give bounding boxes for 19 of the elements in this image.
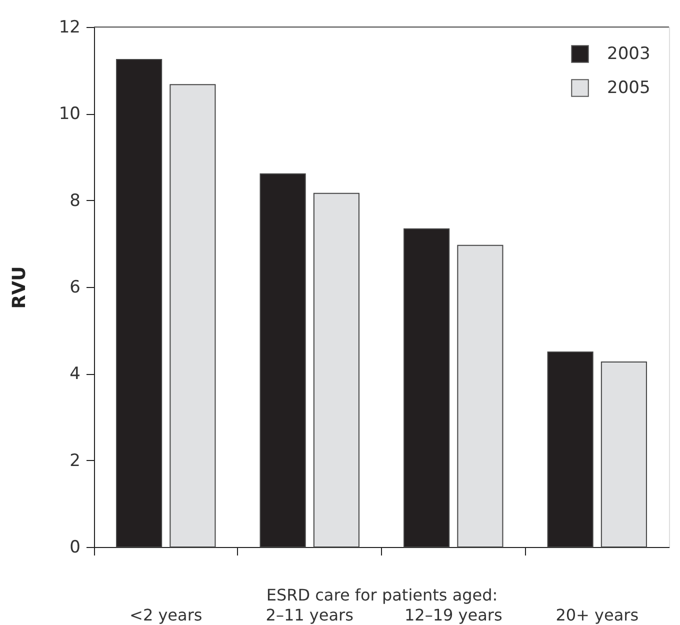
x-tick-label: 12–19 years — [404, 606, 502, 624]
x-tick-label: 2–11 years — [266, 606, 354, 624]
bar — [170, 84, 216, 548]
x-tick-label: 20+ years — [556, 606, 639, 624]
y-axis-title: RVU — [8, 266, 30, 309]
y-tick-label: 12 — [58, 18, 80, 38]
y-tick-label: 2 — [70, 450, 80, 471]
legend-label: 2005 — [607, 78, 650, 98]
x-axis-title: ESRD care for patients aged: — [266, 586, 498, 604]
bar — [457, 244, 504, 548]
x-tick-label: <2 years — [130, 606, 202, 624]
y-tick-label: 8 — [70, 190, 80, 211]
bar — [600, 361, 647, 548]
bar — [313, 192, 360, 548]
legend-label: 2003 — [607, 44, 650, 64]
y-tick-label: 4 — [70, 364, 80, 384]
y-tick-label: 10 — [58, 104, 80, 124]
y-tick-label: 6 — [70, 278, 80, 298]
y-tick-label: 0 — [70, 538, 80, 558]
